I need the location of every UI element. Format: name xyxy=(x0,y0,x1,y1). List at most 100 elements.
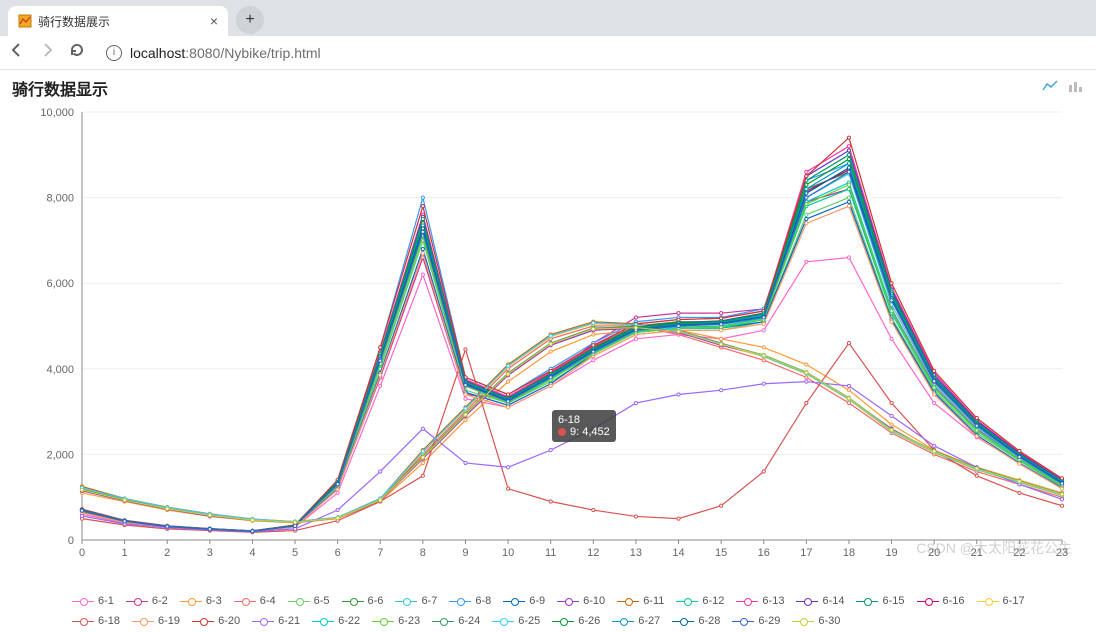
bar-chart-tool-icon[interactable] xyxy=(1068,79,1084,98)
legend-symbol-icon xyxy=(736,596,758,606)
legend-item[interactable]: 6-20 xyxy=(192,612,240,630)
svg-text:11: 11 xyxy=(545,547,556,559)
address-bar: i localhost:8080/Nybike/trip.html xyxy=(0,36,1096,70)
legend-symbol-icon xyxy=(612,616,634,626)
legend-label: 6-25 xyxy=(518,612,540,630)
legend-symbol-icon xyxy=(796,596,818,606)
line-chart[interactable]: 02,0004,0006,0008,00010,0000123456789101… xyxy=(12,100,1084,590)
legend-item[interactable]: 6-4 xyxy=(234,592,276,610)
nav-forward-icon[interactable] xyxy=(38,42,56,63)
svg-text:0: 0 xyxy=(79,547,85,559)
legend-label: 6-13 xyxy=(762,592,784,610)
legend-item[interactable]: 6-6 xyxy=(342,592,384,610)
legend-item[interactable]: 6-1 xyxy=(72,592,114,610)
svg-text:14: 14 xyxy=(672,547,684,559)
legend-symbol-icon xyxy=(252,616,274,626)
legend-item[interactable]: 6-27 xyxy=(612,612,660,630)
legend-item[interactable]: 6-8 xyxy=(449,592,491,610)
legend-symbol-icon xyxy=(372,616,394,626)
legend-item[interactable]: 6-23 xyxy=(372,612,420,630)
legend-label: 6-14 xyxy=(822,592,844,610)
legend-item[interactable]: 6-14 xyxy=(796,592,844,610)
legend-item[interactable]: 6-21 xyxy=(252,612,300,630)
legend-item[interactable]: 6-24 xyxy=(432,612,480,630)
page-header: 骑行数据显示 xyxy=(12,76,1084,100)
chart-toolbox xyxy=(1042,79,1084,98)
legend-item[interactable]: 6-17 xyxy=(977,592,1025,610)
svg-text:10: 10 xyxy=(502,547,514,559)
svg-text:6,000: 6,000 xyxy=(46,278,74,290)
legend-label: 6-21 xyxy=(278,612,300,630)
legend-label: 6-6 xyxy=(368,592,384,610)
svg-text:2: 2 xyxy=(164,547,170,559)
svg-text:3: 3 xyxy=(207,547,213,559)
svg-text:18: 18 xyxy=(843,547,855,559)
svg-text:0: 0 xyxy=(68,535,74,547)
legend-label: 6-16 xyxy=(943,592,965,610)
legend-item[interactable]: 6-19 xyxy=(132,612,180,630)
legend-item[interactable]: 6-7 xyxy=(395,592,437,610)
legend-item[interactable]: 6-9 xyxy=(503,592,545,610)
legend-symbol-icon xyxy=(676,596,698,606)
tab-bar: 骑行数据展示 × + xyxy=(0,0,1096,36)
legend-item[interactable]: 6-30 xyxy=(792,612,840,630)
svg-text:8: 8 xyxy=(420,547,426,559)
legend-item[interactable]: 6-2 xyxy=(126,592,168,610)
legend-item[interactable]: 6-16 xyxy=(917,592,965,610)
legend-label: 6-27 xyxy=(638,612,660,630)
nav-reload-icon[interactable] xyxy=(68,42,86,63)
legend-symbol-icon xyxy=(492,616,514,626)
svg-text:6: 6 xyxy=(335,547,341,559)
legend-item[interactable]: 6-18 xyxy=(72,612,120,630)
svg-text:15: 15 xyxy=(715,547,727,559)
legend-item[interactable]: 6-13 xyxy=(736,592,784,610)
legend-symbol-icon xyxy=(552,616,574,626)
legend-label: 6-28 xyxy=(698,612,720,630)
svg-text:4,000: 4,000 xyxy=(46,364,74,376)
legend-item[interactable]: 6-3 xyxy=(180,592,222,610)
legend-item[interactable]: 6-29 xyxy=(732,612,780,630)
svg-text:21: 21 xyxy=(971,547,983,559)
legend-label: 6-4 xyxy=(260,592,276,610)
legend-label: 6-1 xyxy=(98,592,114,610)
legend-item[interactable]: 6-15 xyxy=(856,592,904,610)
legend-symbol-icon xyxy=(617,596,639,606)
new-tab-button[interactable]: + xyxy=(236,6,264,34)
chart-area: 02,0004,0006,0008,00010,0000123456789101… xyxy=(12,100,1084,590)
legend-label: 6-5 xyxy=(314,592,330,610)
tab-close-icon[interactable]: × xyxy=(210,13,218,29)
legend-item[interactable]: 6-25 xyxy=(492,612,540,630)
legend-item[interactable]: 6-10 xyxy=(557,592,605,610)
legend-item[interactable]: 6-11 xyxy=(617,592,664,610)
legend-label: 6-18 xyxy=(98,612,120,630)
legend-label: 6-20 xyxy=(218,612,240,630)
legend-item[interactable]: 6-12 xyxy=(676,592,724,610)
legend-item[interactable]: 6-22 xyxy=(312,612,360,630)
legend-item[interactable]: 6-28 xyxy=(672,612,720,630)
legend-symbol-icon xyxy=(342,596,364,606)
site-info-icon[interactable]: i xyxy=(106,45,122,61)
svg-text:13: 13 xyxy=(630,547,642,559)
legend-symbol-icon xyxy=(126,596,148,606)
url-box[interactable]: i localhost:8080/Nybike/trip.html xyxy=(98,41,1088,65)
legend-symbol-icon xyxy=(312,616,334,626)
legend-symbol-icon xyxy=(732,616,754,626)
svg-text:7: 7 xyxy=(377,547,383,559)
legend-symbol-icon xyxy=(395,596,417,606)
svg-text:20: 20 xyxy=(928,547,940,559)
legend-symbol-icon xyxy=(449,596,471,606)
legend-label: 6-10 xyxy=(583,592,605,610)
legend-label: 6-23 xyxy=(398,612,420,630)
legend-symbol-icon xyxy=(192,616,214,626)
legend-item[interactable]: 6-5 xyxy=(288,592,330,610)
chart-legend: 6-1 6-2 6-3 6-4 6-5 6-6 6-7 6-8 6-9 6-10 6-11 6-12 6… xyxy=(12,590,1084,632)
nav-back-icon[interactable] xyxy=(8,42,26,63)
legend-item[interactable]: 6-26 xyxy=(552,612,600,630)
browser-tab[interactable]: 骑行数据展示 × xyxy=(8,6,228,36)
legend-label: 6-26 xyxy=(578,612,600,630)
line-chart-tool-icon[interactable] xyxy=(1042,79,1058,98)
legend-symbol-icon xyxy=(234,596,256,606)
url-text: localhost:8080/Nybike/trip.html xyxy=(130,45,321,61)
svg-text:19: 19 xyxy=(885,547,897,559)
tab-title: 骑行数据展示 xyxy=(38,13,204,30)
